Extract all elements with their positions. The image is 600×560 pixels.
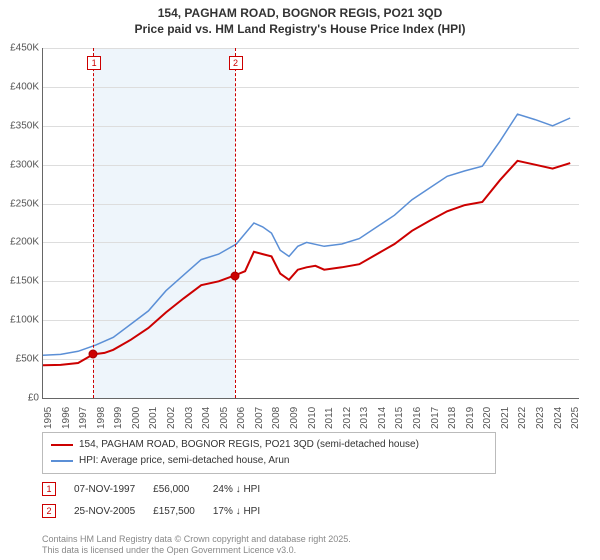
info-marker: 2 [42,504,56,518]
info-delta: 24% ↓ HPI [213,478,278,500]
y-axis-label: £400K [0,81,39,92]
x-axis-label: 1997 [78,407,89,429]
x-axis-label: 2005 [219,407,230,429]
x-axis-label: 2004 [201,407,212,429]
sale-dot [230,271,239,280]
info-row: 1 07-NOV-1997£56,00024% ↓ HPI [42,478,278,500]
y-axis-label: £0 [0,393,39,404]
x-axis-label: 2021 [500,407,511,429]
chart-title: 154, PAGHAM ROAD, BOGNOR REGIS, PO21 3QD… [0,0,600,37]
y-axis-label: £150K [0,276,39,287]
info-price: £157,500 [153,500,213,522]
sale-dot [89,350,98,359]
x-axis-label: 2000 [131,407,142,429]
x-axis-label: 2002 [166,407,177,429]
legend-swatch-hpi [51,460,73,462]
x-axis-label: 2009 [289,407,300,429]
x-axis-label: 2007 [254,407,265,429]
footer-line-1: Contains HM Land Registry data © Crown c… [42,534,351,544]
info-row: 2 25-NOV-2005£157,50017% ↓ HPI [42,500,278,522]
price-chart: £0£50K£100K£150K£200K£250K£300K£350K£400… [42,48,579,399]
info-delta: 17% ↓ HPI [213,500,278,522]
legend-box: 154, PAGHAM ROAD, BOGNOR REGIS, PO21 3QD… [42,432,496,474]
x-axis-label: 2020 [482,407,493,429]
y-axis-label: £300K [0,159,39,170]
x-axis-label: 1995 [43,407,54,429]
info-date: 25-NOV-2005 [74,500,153,522]
x-axis-label: 2010 [307,407,318,429]
y-axis-label: £450K [0,43,39,54]
legend-label-property: 154, PAGHAM ROAD, BOGNOR REGIS, PO21 3QD… [79,437,419,453]
x-axis-label: 2008 [271,407,282,429]
x-axis-label: 2012 [342,407,353,429]
footer-line-2: This data is licensed under the Open Gov… [42,545,296,555]
series-line [43,161,570,365]
x-axis-label: 2022 [517,407,528,429]
title-line-2: Price paid vs. HM Land Registry's House … [135,22,466,36]
y-axis-label: £50K [0,354,39,365]
x-axis-label: 2016 [412,407,423,429]
y-axis-label: £100K [0,315,39,326]
x-axis-label: 2023 [535,407,546,429]
x-axis-label: 1996 [61,407,72,429]
series-line [43,114,570,355]
chart-lines [43,48,579,398]
y-axis-label: £250K [0,198,39,209]
x-axis-label: 2003 [184,407,195,429]
legend-row-property: 154, PAGHAM ROAD, BOGNOR REGIS, PO21 3QD… [51,437,487,453]
sale-marker-badge: 1 [87,56,101,70]
sale-marker-line [235,48,236,398]
legend-swatch-property [51,444,73,446]
x-axis-label: 2017 [430,407,441,429]
sales-info-table: 1 07-NOV-1997£56,00024% ↓ HPI 2 25-NOV-2005… [42,478,278,522]
x-axis-label: 2019 [465,407,476,429]
footer-attribution: Contains HM Land Registry data © Crown c… [42,534,351,556]
info-marker: 1 [42,482,56,496]
info-date: 07-NOV-1997 [74,478,153,500]
y-axis-label: £350K [0,120,39,131]
info-price: £56,000 [153,478,213,500]
x-axis-label: 2018 [447,407,458,429]
x-axis-label: 2006 [236,407,247,429]
x-axis-label: 1999 [113,407,124,429]
x-axis-label: 2013 [359,407,370,429]
x-axis-label: 2014 [377,407,388,429]
x-axis-label: 2011 [324,407,335,429]
x-axis-label: 1998 [96,407,107,429]
legend-row-hpi: HPI: Average price, semi-detached house,… [51,453,487,469]
x-axis-label: 2025 [570,407,581,429]
x-axis-label: 2024 [553,407,564,429]
x-axis-label: 2015 [394,407,405,429]
sale-marker-line [93,48,94,398]
title-line-1: 154, PAGHAM ROAD, BOGNOR REGIS, PO21 3QD [158,6,443,20]
x-axis-label: 2001 [148,407,159,429]
sale-marker-badge: 2 [229,56,243,70]
y-axis-label: £200K [0,237,39,248]
legend-label-hpi: HPI: Average price, semi-detached house,… [79,453,290,469]
